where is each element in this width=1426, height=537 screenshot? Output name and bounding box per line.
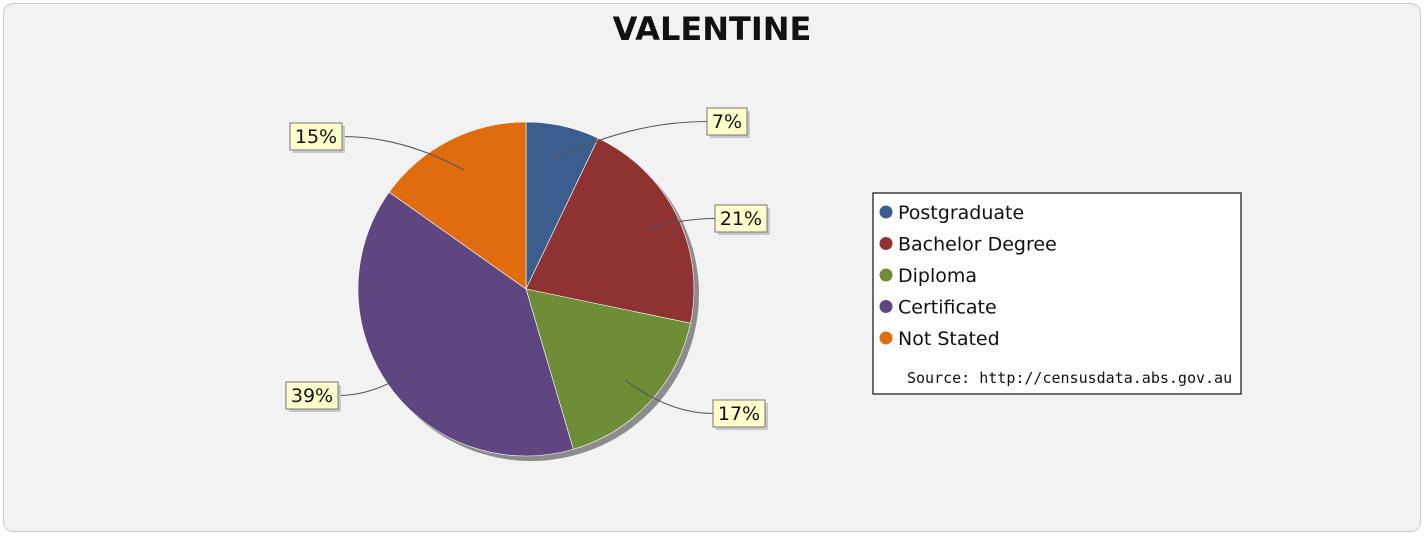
pie-label-box xyxy=(712,399,766,428)
legend-item-bachelor-degree: Bachelor Degree xyxy=(879,234,1057,256)
pie-label-text: 15% xyxy=(295,126,337,148)
legend-box xyxy=(872,192,1242,395)
chart-title: VALENTINE xyxy=(613,10,812,48)
label-leader-postgraduate xyxy=(555,121,708,160)
pie-label-not-stated: 15% xyxy=(289,122,345,153)
pie-label-box xyxy=(285,381,339,410)
legend-item-diploma: Diploma xyxy=(879,265,977,287)
legend-item-not-stated: Not Stated xyxy=(879,328,1000,350)
legend-marker xyxy=(879,268,893,282)
pie-slice-diploma xyxy=(525,288,691,450)
label-leader-bachelor-degree xyxy=(646,218,716,231)
legend-label: Bachelor Degree xyxy=(898,234,1057,256)
legend-marker xyxy=(879,300,893,313)
legend-label: Not Stated xyxy=(898,328,1000,350)
legend-marker xyxy=(879,331,893,345)
pie-label-box xyxy=(289,122,343,151)
label-leader-certificate xyxy=(337,366,417,396)
legend-marker xyxy=(879,205,893,219)
pie-label-box xyxy=(714,204,768,233)
pie-label-diploma: 17% xyxy=(712,399,768,430)
pie-label-postgraduate: 7% xyxy=(706,107,750,138)
legend-item-certificate: Certificate xyxy=(879,297,997,319)
pie-label-certificate: 39% xyxy=(285,381,341,412)
pie-label-text: 39% xyxy=(291,385,333,407)
pie-label-text: 17% xyxy=(718,403,760,425)
chart-legend: Source: http://censusdata.abs.gov.au Pos… xyxy=(872,192,1242,395)
pie-label-text: 21% xyxy=(720,208,762,230)
chart-panel: VALENTINE 7% 21% 17% 39% 15% Source: http://… xyxy=(3,3,1421,532)
pie-label-box xyxy=(706,107,748,136)
legend-label: Postgraduate xyxy=(898,202,1024,224)
legend-label: Diploma xyxy=(898,265,977,287)
pie-label-bachelor-degree: 21% xyxy=(714,204,770,235)
label-leader-not-stated xyxy=(341,136,465,171)
pie-slice-bachelor-degree xyxy=(525,137,695,324)
legend-source: Source: http://censusdata.abs.gov.au xyxy=(907,369,1232,387)
pie-label-text: 7% xyxy=(712,111,742,133)
pie-chart: VALENTINE 7% 21% 17% 39% 15% Source: http://… xyxy=(285,10,1242,461)
pie-slice-certificate xyxy=(357,191,574,457)
label-leader-diploma xyxy=(624,379,714,414)
pie-slice-not-stated xyxy=(388,121,527,290)
legend-item-postgraduate: Postgraduate xyxy=(879,202,1024,224)
legend-marker xyxy=(879,237,893,250)
legend-label: Certificate xyxy=(898,297,997,319)
